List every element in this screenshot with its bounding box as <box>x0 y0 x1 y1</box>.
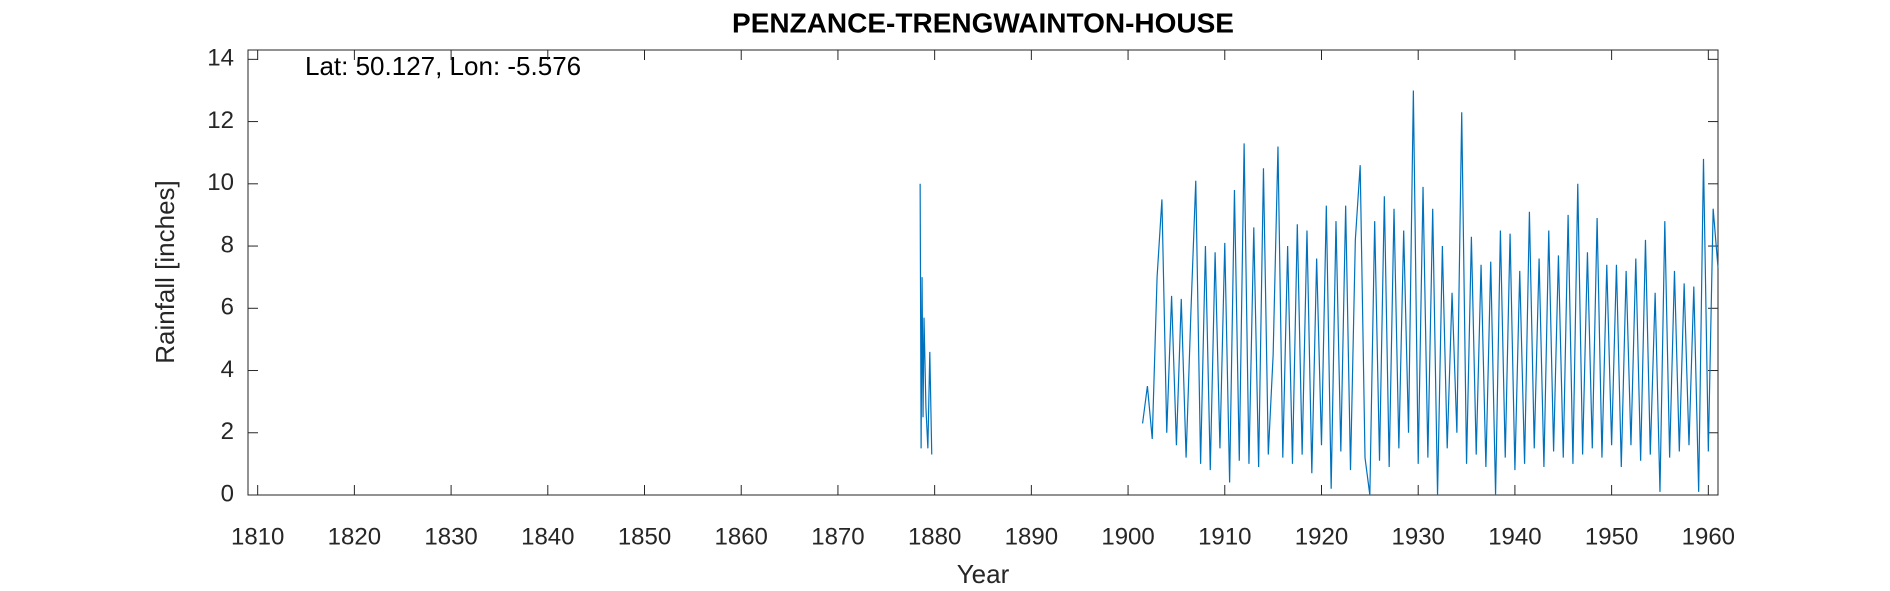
x-tick-label: 1870 <box>811 523 864 550</box>
y-tick-label: 6 <box>221 294 234 321</box>
y-tick-label: 8 <box>221 231 234 258</box>
x-tick-label: 1840 <box>521 523 574 550</box>
x-tick-label: 1820 <box>328 523 381 550</box>
x-tick-label: 1890 <box>1005 523 1058 550</box>
x-tick-label: 1950 <box>1585 523 1638 550</box>
x-tick-label: 1910 <box>1198 523 1251 550</box>
x-tick-label: 1960 <box>1682 523 1735 550</box>
rainfall-line <box>919 183 933 455</box>
axes-box <box>247 49 1719 496</box>
x-tick-label: 1920 <box>1295 523 1348 550</box>
y-tick-label: 0 <box>221 480 234 507</box>
x-tick-label: 1940 <box>1488 523 1541 550</box>
y-tick-label: 10 <box>207 169 234 196</box>
y-tick-label: 12 <box>207 107 234 134</box>
y-tick-label: 4 <box>221 356 234 383</box>
x-tick-label: 1900 <box>1101 523 1154 550</box>
y-tick-label: 14 <box>207 45 234 72</box>
x-tick-label: 1880 <box>908 523 961 550</box>
x-tick-label: 1930 <box>1392 523 1445 550</box>
x-axis-label: Year <box>957 559 1010 589</box>
chart-title: PENZANCE-TRENGWAINTON-HOUSE <box>732 7 1234 38</box>
x-tick-label: 1860 <box>715 523 768 550</box>
x-tick-label: 1850 <box>618 523 671 550</box>
y-axis-label: Rainfall [inches] <box>150 180 180 364</box>
annotation: Lat: 50.127, Lon: -5.576 <box>305 51 581 81</box>
rainfall-line <box>1141 90 1719 496</box>
y-tick-label: 2 <box>221 418 234 445</box>
x-tick-label: 1830 <box>424 523 477 550</box>
x-tick-label: 1810 <box>231 523 284 550</box>
